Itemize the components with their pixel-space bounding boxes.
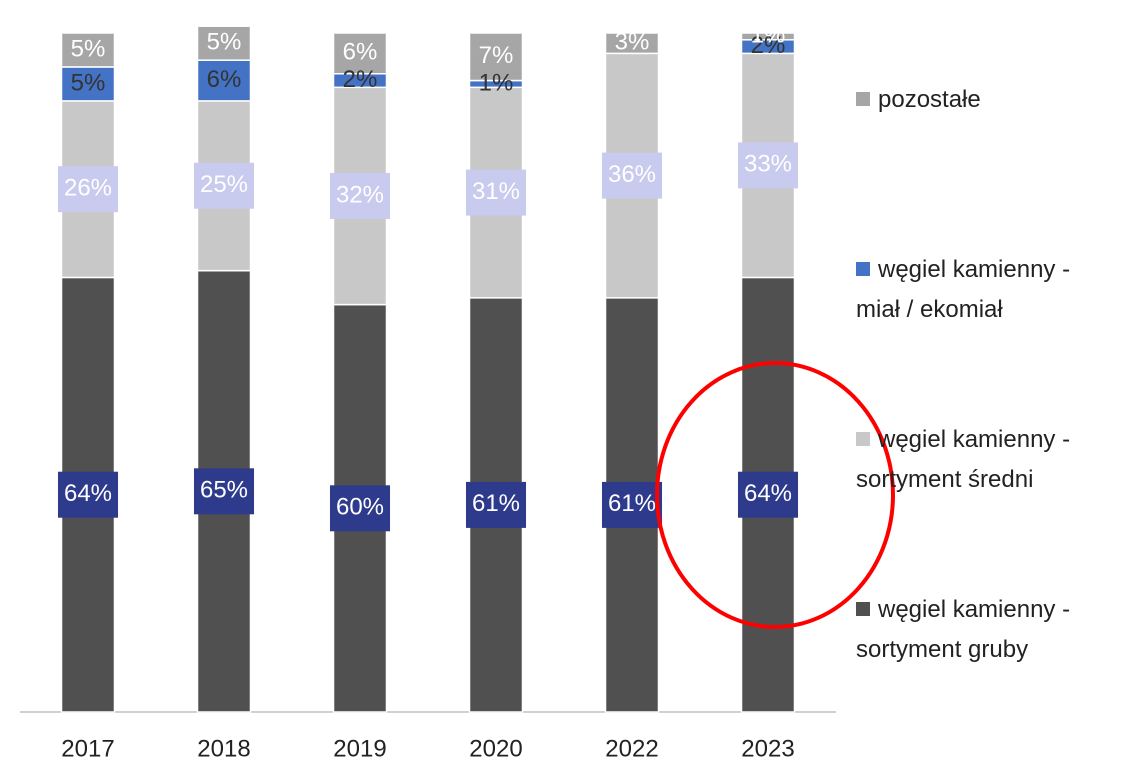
data-label: 6% [343, 39, 378, 66]
bar-segment [60, 32, 116, 68]
data-label: 64% [744, 480, 792, 507]
data-label-bg [57, 471, 119, 518]
bar-segment [196, 25, 252, 61]
data-label: 3% [615, 29, 650, 56]
data-label: 6% [207, 66, 242, 93]
data-label: 1% [751, 22, 786, 49]
data-label-bg [465, 481, 527, 528]
data-label: 7% [479, 42, 514, 69]
bar-segment [60, 66, 116, 102]
legend-swatch [856, 602, 870, 616]
legend-entry: węgiel kamienny - sortyment średni [856, 420, 1106, 500]
x-tick-label: 2017 [61, 735, 114, 762]
data-label: 1% [479, 69, 514, 96]
legend-entry: węgiel kamienny - sortyment gruby [856, 590, 1106, 670]
data-label: 5% [207, 29, 242, 56]
data-label-bg [737, 142, 799, 189]
data-label: 36% [608, 161, 656, 188]
legend-label: węgiel kamienny - sortyment średni [856, 426, 1071, 493]
bar-segment [332, 32, 388, 75]
data-label: 31% [472, 178, 520, 205]
x-tick-label: 2019 [333, 735, 386, 762]
legend-swatch [856, 92, 870, 106]
data-label-bg [737, 471, 799, 518]
annotation-circle [655, 361, 895, 629]
data-label-bg [193, 468, 255, 515]
bar-segment [740, 32, 796, 41]
data-label: 2% [343, 66, 378, 93]
data-label: 61% [472, 490, 520, 517]
legend-label: pozostałe [878, 86, 981, 113]
data-label-bg [57, 166, 119, 213]
data-label-bg [329, 172, 391, 219]
data-label-bg [465, 169, 527, 216]
x-tick-label: 2022 [605, 735, 658, 762]
data-label: 5% [71, 69, 106, 96]
data-label: 5% [71, 35, 106, 62]
data-label-bg [193, 162, 255, 209]
legend-swatch [856, 262, 870, 276]
data-label-bg [601, 152, 663, 199]
x-tick-label: 2023 [741, 735, 794, 762]
data-label-bg [601, 481, 663, 528]
data-label: 33% [744, 151, 792, 178]
data-label-bg [329, 485, 391, 532]
data-label: 64% [64, 480, 112, 507]
bar-segment [604, 32, 660, 55]
legend-label: węgiel kamienny - sortyment gruby [856, 596, 1071, 663]
data-label: 2% [751, 32, 786, 59]
legend-entry: pozostałe [856, 80, 1106, 120]
bar-segment [468, 32, 524, 82]
legend-entry: węgiel kamienny - miał / ekomiał [856, 250, 1106, 330]
x-tick-label: 2018 [197, 735, 250, 762]
data-label: 65% [200, 477, 248, 504]
data-label: 32% [336, 181, 384, 208]
data-label: 61% [608, 490, 656, 517]
legend-label: węgiel kamienny - miał / ekomiał [856, 256, 1071, 323]
data-label: 25% [200, 171, 248, 198]
legend-swatch [856, 432, 870, 446]
data-label: 26% [64, 175, 112, 202]
x-tick-label: 2020 [469, 735, 522, 762]
data-label: 60% [336, 494, 384, 521]
